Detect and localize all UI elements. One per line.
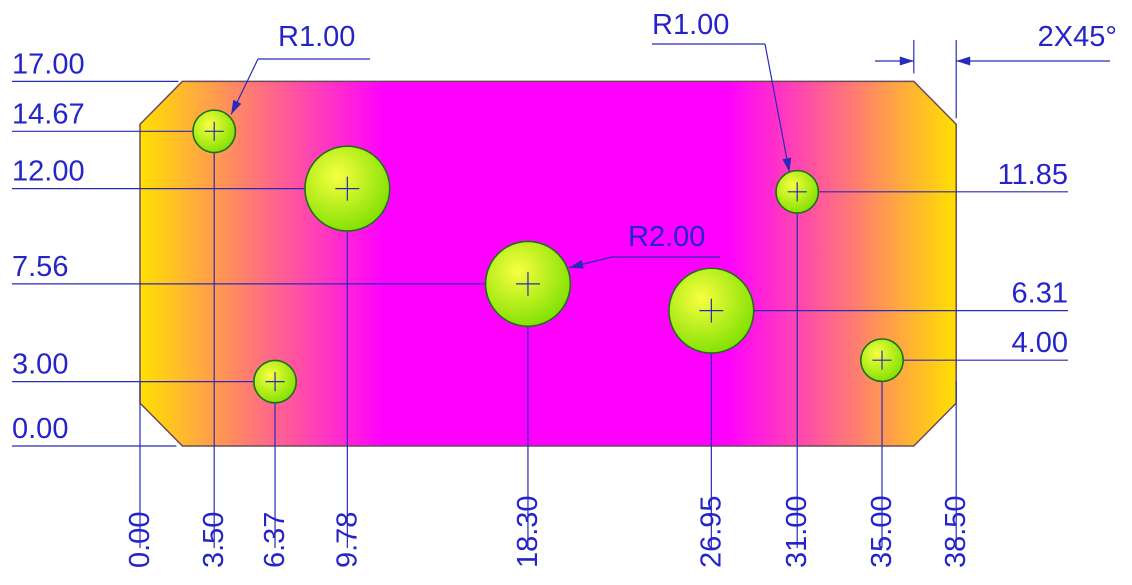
chamfer-note: 2X45° <box>1038 21 1117 53</box>
y-dimension-label: 6.31 <box>1012 278 1068 310</box>
radius-arrow <box>782 157 792 173</box>
radius-label: R1.00 <box>652 9 729 41</box>
y-dimension-label: 3.00 <box>12 349 68 381</box>
x-dimension-label: 38.50 <box>940 495 972 568</box>
y-dimension-label: 12.00 <box>12 156 85 188</box>
x-dimension-label: 0.00 <box>124 512 156 568</box>
x-dimension-label: 18.30 <box>512 495 544 568</box>
chamfer-arrow <box>899 56 914 66</box>
dimension-layer <box>12 40 1110 548</box>
radius-label: R2.00 <box>628 221 705 253</box>
x-dimension-label: 3.50 <box>198 512 230 568</box>
chamfer-arrow <box>956 56 971 66</box>
y-dimension-label: 4.00 <box>1012 327 1068 359</box>
holes-layer <box>192 109 904 404</box>
x-dimension-label: 35.00 <box>866 495 898 568</box>
x-dimension-label: 6.37 <box>259 512 291 568</box>
x-dimension-label: 9.78 <box>331 512 363 568</box>
y-dimension-label: 11.85 <box>998 159 1068 191</box>
y-dimension-label: 7.56 <box>12 251 68 283</box>
radius-arrow <box>569 259 584 269</box>
radius-arrow <box>231 99 242 115</box>
y-dimension-label: 14.67 <box>12 98 85 130</box>
y-dimension-label: 0.00 <box>12 413 68 445</box>
labels-layer: 0.00 3.50 6.37 9.78 18.30 26.95 31.00 35.00 38.5… <box>12 9 1117 568</box>
y-dimension-label: 17.00 <box>12 48 85 80</box>
x-dimension-label: 26.95 <box>695 495 727 568</box>
x-dimension-label: 31.00 <box>781 495 813 568</box>
radius-label: R1.00 <box>278 21 355 53</box>
radius-leader <box>764 43 790 173</box>
